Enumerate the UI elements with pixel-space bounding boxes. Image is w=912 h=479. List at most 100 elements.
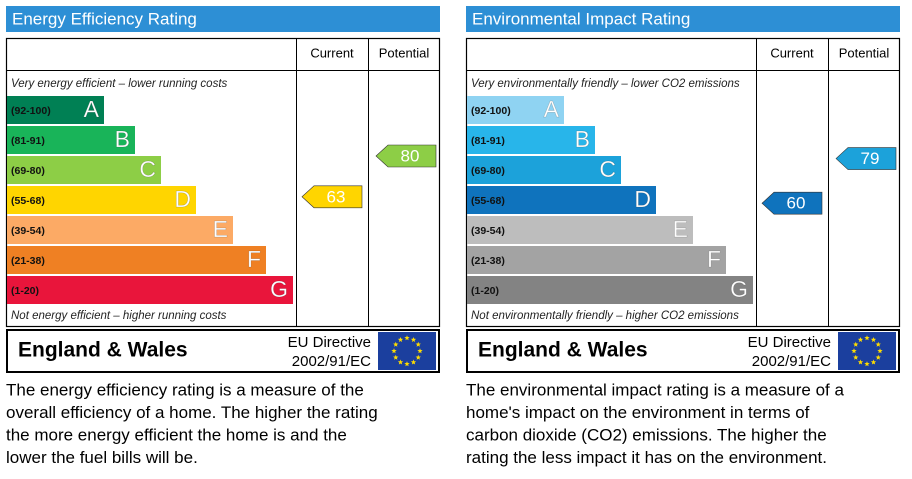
flag-star [410,359,417,365]
current-arrow [301,185,363,209]
flag-star [391,348,397,354]
footer-box [6,329,440,373]
band-letter: C [599,156,616,182]
flag-star [397,336,404,343]
flag-star [853,341,859,347]
band-range: (92-100) [471,105,511,117]
band-range: (1-20) [471,285,499,297]
band-range: (92-100) [11,105,51,117]
band-range: (21-38) [471,255,505,267]
description-line: rating the less impact it has on the env… [466,448,827,467]
band-letter: D [634,186,651,212]
band-letter: D [174,186,191,212]
rating-band [7,246,266,274]
region: England & Wales [18,339,188,362]
description-line: carbon dioxide (CO2) emissions. The high… [466,425,827,444]
band-letter: C [139,156,156,182]
band-range: (69-80) [11,165,45,177]
band-range: (81-91) [471,135,505,147]
rating-band [7,126,135,154]
rating-band [467,186,656,214]
band-letter: G [270,276,288,302]
band-range: (55-68) [471,195,505,207]
description-line: home's impact on the environment in term… [466,403,810,422]
band-letter: A [84,96,100,122]
flag-star [870,336,877,343]
flag-star [875,354,881,360]
flag-star [877,348,883,354]
band-range: (39-54) [471,225,505,237]
bottom-note: Not energy efficient – higher running co… [11,310,227,322]
flag-star [415,341,421,347]
flag-star [397,359,404,365]
current-value: 63 [327,187,346,206]
flag-star [864,335,870,341]
description-line: The energy efficiency rating is a measur… [6,380,364,399]
band-range: (1-20) [11,285,39,297]
rating-table [465,37,901,328]
directive: 2002/91/EC [292,353,371,370]
rating-band [467,246,726,274]
region: England & Wales [478,339,648,362]
band-letter: A [544,96,560,122]
description-line: The environmental impact rating is a mea… [466,380,845,399]
band-letter: B [575,126,590,152]
flag-star [415,354,421,360]
current-header: Current [770,45,814,60]
band-letter: G [730,276,748,302]
flag-star [404,335,410,341]
flag-star [857,336,864,343]
potential-value: 80 [401,146,420,165]
bottom-note: Not environmentally friendly – higher CO… [471,310,739,322]
potential-arrow [375,144,437,168]
band-letter: F [247,246,261,272]
band-range: (69-80) [471,165,505,177]
flag-star [864,361,870,367]
rating-band [7,96,104,124]
potential-header: Potential [379,45,430,60]
panel-title: Energy Efficiency Rating [12,9,197,28]
rating-band [467,126,595,154]
rating-band [7,186,196,214]
rating-band [7,276,293,304]
title-bar [6,6,440,32]
description-line: lower the fuel bills will be. [6,448,198,467]
rating-table [5,37,441,328]
flag-star [393,354,399,360]
panel-title: Environmental Impact Rating [472,9,690,28]
flag-star [875,341,881,347]
band-letter: E [213,216,228,242]
band-range: (55-68) [11,195,45,207]
band-range: (81-91) [11,135,45,147]
band-letter: E [673,216,688,242]
flag-star [417,348,423,354]
footer-box [466,329,900,373]
rating-band [7,216,233,244]
current-value: 60 [787,194,806,213]
flag-star [857,359,864,365]
potential-arrow [835,147,897,170]
rating-band [467,156,621,184]
current-arrow [761,191,823,215]
band-letter: B [115,126,130,152]
flag-star [870,359,877,365]
directive: 2002/91/EC [752,353,831,370]
top-note: Very energy efficient – lower running co… [11,78,228,90]
potential-header: Potential [839,45,890,60]
directive: EU Directive [288,334,371,351]
rating-band [467,96,564,124]
flag-star [404,361,410,367]
flag-star [851,348,857,354]
title-bar [466,6,900,32]
description-line: overall efficiency of a home. The higher… [6,403,378,422]
potential-value: 79 [861,149,880,168]
band-range: (21-38) [11,255,45,267]
band-letter: F [707,246,721,272]
rating-band [467,216,693,244]
current-header: Current [310,45,354,60]
rating-band [7,156,161,184]
description-line: the more energy efficient the home is an… [6,425,347,444]
rating-band [467,276,753,304]
